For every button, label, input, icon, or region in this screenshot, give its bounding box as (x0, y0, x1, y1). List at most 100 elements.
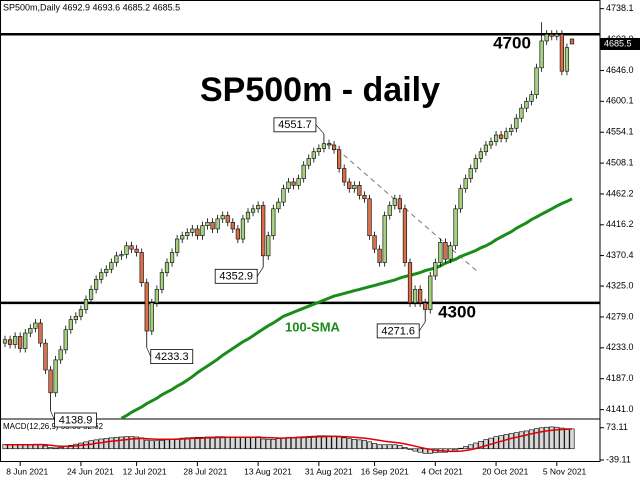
macd-bar (184, 437, 190, 450)
candle-body (53, 359, 58, 394)
candle-body (33, 322, 38, 329)
macd-bar (478, 440, 484, 450)
macd-bar (58, 447, 64, 450)
y-tick-label: 4233.0 (606, 342, 634, 352)
candle-body (504, 131, 509, 139)
candle-body (367, 198, 372, 236)
point-label: 4233.3 (155, 351, 189, 363)
candle-body (23, 332, 28, 349)
macd-bar (154, 440, 160, 450)
macd-bar (361, 440, 367, 450)
macd-bar (98, 438, 104, 450)
point-label-box (376, 323, 420, 339)
candle-body (2, 339, 8, 344)
macd-bar (539, 427, 545, 450)
macd-bar (407, 448, 413, 450)
candle-body (159, 272, 165, 290)
candle-body (256, 205, 261, 210)
candle-body (321, 143, 327, 149)
macd-bar (316, 435, 322, 450)
macd-bar (483, 439, 489, 450)
level-label: 4700 (493, 34, 531, 53)
y-tick-label: 4508.1 (606, 157, 634, 167)
candle-body (331, 144, 337, 151)
candle-body (544, 33, 549, 42)
candle-body (271, 208, 276, 236)
macd-bar (523, 430, 529, 450)
candle-body (529, 94, 534, 102)
macd-bar (250, 436, 256, 450)
candle-body (549, 33, 554, 37)
y-tick-label: 4738.1 (606, 3, 634, 13)
macd-bar (544, 426, 550, 450)
x-tick-label: 28 Jul 2021 (183, 466, 227, 476)
candle-body (88, 289, 94, 300)
macd-bar (17, 444, 23, 450)
candle-body (261, 205, 266, 257)
candle-body (104, 268, 109, 273)
candle-body (316, 148, 321, 153)
macd-bar (321, 435, 327, 450)
candle-body (276, 201, 281, 210)
point-label: 4352.9 (219, 271, 253, 283)
macd-bar (275, 438, 281, 450)
candle-body (539, 40, 544, 69)
macd-bar (220, 436, 226, 450)
macd-bar (397, 445, 403, 450)
candle-body (483, 144, 489, 153)
point-label-box (273, 117, 317, 133)
candle-body (412, 289, 418, 304)
candle-body (63, 329, 68, 351)
candle-body (281, 188, 286, 203)
candle-body (519, 107, 524, 119)
candle-body (524, 101, 529, 109)
y-tick-label: 4370.4 (606, 250, 634, 260)
candle-body (180, 235, 185, 240)
candle-body (392, 198, 397, 206)
x-tick-label: 20 Oct 2021 (482, 466, 529, 476)
macd-bar (356, 439, 362, 450)
candle-body (114, 255, 119, 263)
macd-bar (508, 433, 514, 450)
candle-body (438, 242, 443, 263)
candle-body (43, 342, 48, 371)
candle-body (175, 238, 180, 253)
y-tick-label: 4646.0 (606, 65, 634, 75)
macd-bar (351, 438, 357, 450)
macd-bar (336, 436, 342, 450)
macd-bar (149, 440, 155, 450)
macd-bar (260, 438, 266, 450)
macd-bar (270, 438, 276, 450)
candle-body (509, 127, 514, 132)
macd-bar (113, 436, 119, 450)
candle-body (463, 178, 468, 189)
macd-bar (534, 428, 540, 450)
last-price-label: 4685.5 (604, 38, 632, 48)
macd-bar (331, 435, 337, 450)
macd-bar (134, 436, 140, 450)
y-tick-label: 4187.0 (606, 373, 634, 383)
macd-bar (569, 428, 575, 450)
macd-bar (366, 441, 372, 450)
candle-body (58, 349, 63, 361)
candle-body (296, 178, 301, 186)
candle-body (433, 262, 438, 277)
macd-bar (458, 447, 464, 450)
macd-bar (255, 436, 261, 450)
macd-bar (205, 436, 211, 450)
candle-body (38, 322, 43, 344)
macd-bar (245, 436, 251, 450)
macd-bar (53, 447, 59, 450)
macd-bar (199, 436, 205, 450)
candle-body (144, 282, 149, 332)
candle-body (94, 279, 99, 290)
macd-bar (215, 436, 221, 450)
candle-body (347, 181, 352, 189)
macd-bar (240, 436, 246, 450)
chart-header: SP500m,Daily 4692.9 4693.6 4685.2 4685.5 (3, 2, 180, 12)
candle-body (78, 309, 84, 317)
candle-body (534, 67, 539, 95)
macd-label: MACD(12,26,9) 58.66 62.62 (3, 422, 104, 431)
candle-body (109, 262, 114, 270)
macd-bar (372, 443, 378, 450)
